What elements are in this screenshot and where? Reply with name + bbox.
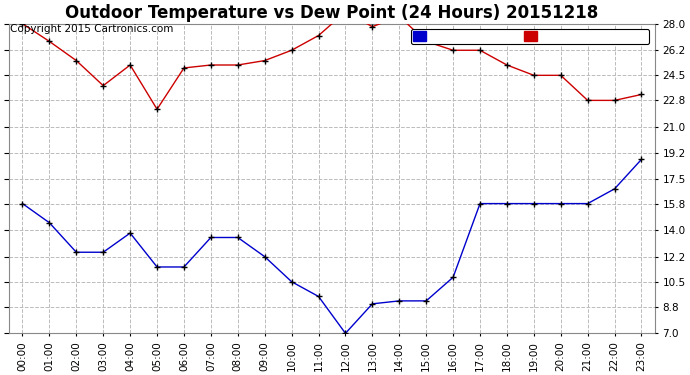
Legend: Dew Point (°F), Temperature (°F): Dew Point (°F), Temperature (°F) bbox=[411, 29, 649, 44]
Text: Copyright 2015 Cartronics.com: Copyright 2015 Cartronics.com bbox=[10, 24, 174, 34]
Title: Outdoor Temperature vs Dew Point (24 Hours) 20151218: Outdoor Temperature vs Dew Point (24 Hou… bbox=[66, 4, 599, 22]
